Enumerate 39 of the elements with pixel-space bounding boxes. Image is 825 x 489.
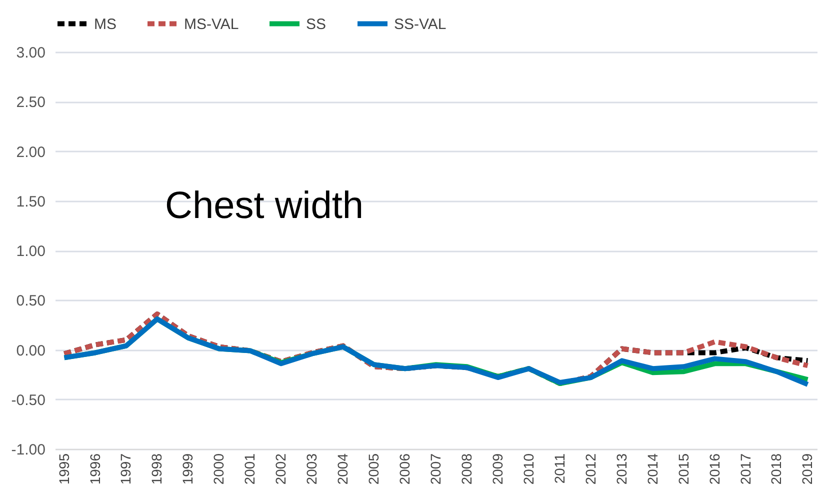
legend-label: MS: [94, 16, 116, 33]
x-tick-label: 2018: [768, 453, 784, 485]
x-tick-label: 2016: [706, 453, 722, 485]
x-tick-label: 1996: [86, 453, 103, 485]
y-tick-label: 0.50: [16, 292, 46, 310]
x-tick-label: 2002: [272, 453, 289, 485]
x-tick-label: 1997: [118, 453, 134, 485]
x-tick-label: 2017: [737, 453, 754, 485]
x-tick-label: 2014: [644, 453, 660, 485]
y-tick-label: 0.00: [16, 342, 46, 360]
y-tick-label: 2.00: [16, 144, 46, 161]
x-tick-label: 2000: [210, 453, 227, 485]
y-tick-label: -0.50: [11, 392, 46, 409]
x-tick-label: 2007: [428, 453, 444, 485]
legend-label: MS-VAL: [184, 16, 239, 33]
x-tick-label: 1995: [56, 453, 72, 485]
x-tick-label: 1999: [180, 453, 196, 485]
x-tick-label: 2009: [489, 453, 506, 485]
y-tick-label: 2.50: [16, 94, 46, 112]
x-tick-label: 2004: [334, 453, 351, 485]
legend-label: SS-VAL: [394, 16, 446, 33]
x-tick-label: 2006: [396, 453, 413, 485]
y-tick-label: 1.50: [16, 193, 46, 210]
x-tick-label: 2015: [675, 453, 692, 485]
x-tick-label: 2003: [304, 453, 320, 485]
annotation: Chest width: [165, 185, 364, 227]
y-tick-label: -1.00: [11, 442, 46, 458]
x-tick-label: 2011: [551, 453, 568, 484]
x-tick-label: 2010: [520, 453, 536, 485]
x-tick-label: 2019: [799, 453, 816, 485]
x-tick-label: 2005: [366, 453, 382, 485]
y-tick-label: 3.00: [16, 44, 46, 62]
x-tick-label: 2001: [242, 453, 258, 485]
y-tick-label: 1.00: [16, 243, 46, 260]
x-tick-label: 1998: [148, 453, 165, 485]
x-tick-label: 2008: [458, 453, 474, 485]
x-tick-label: 2013: [613, 453, 630, 485]
legend-label: SS: [306, 16, 326, 33]
x-tick-label: 2012: [582, 453, 598, 485]
